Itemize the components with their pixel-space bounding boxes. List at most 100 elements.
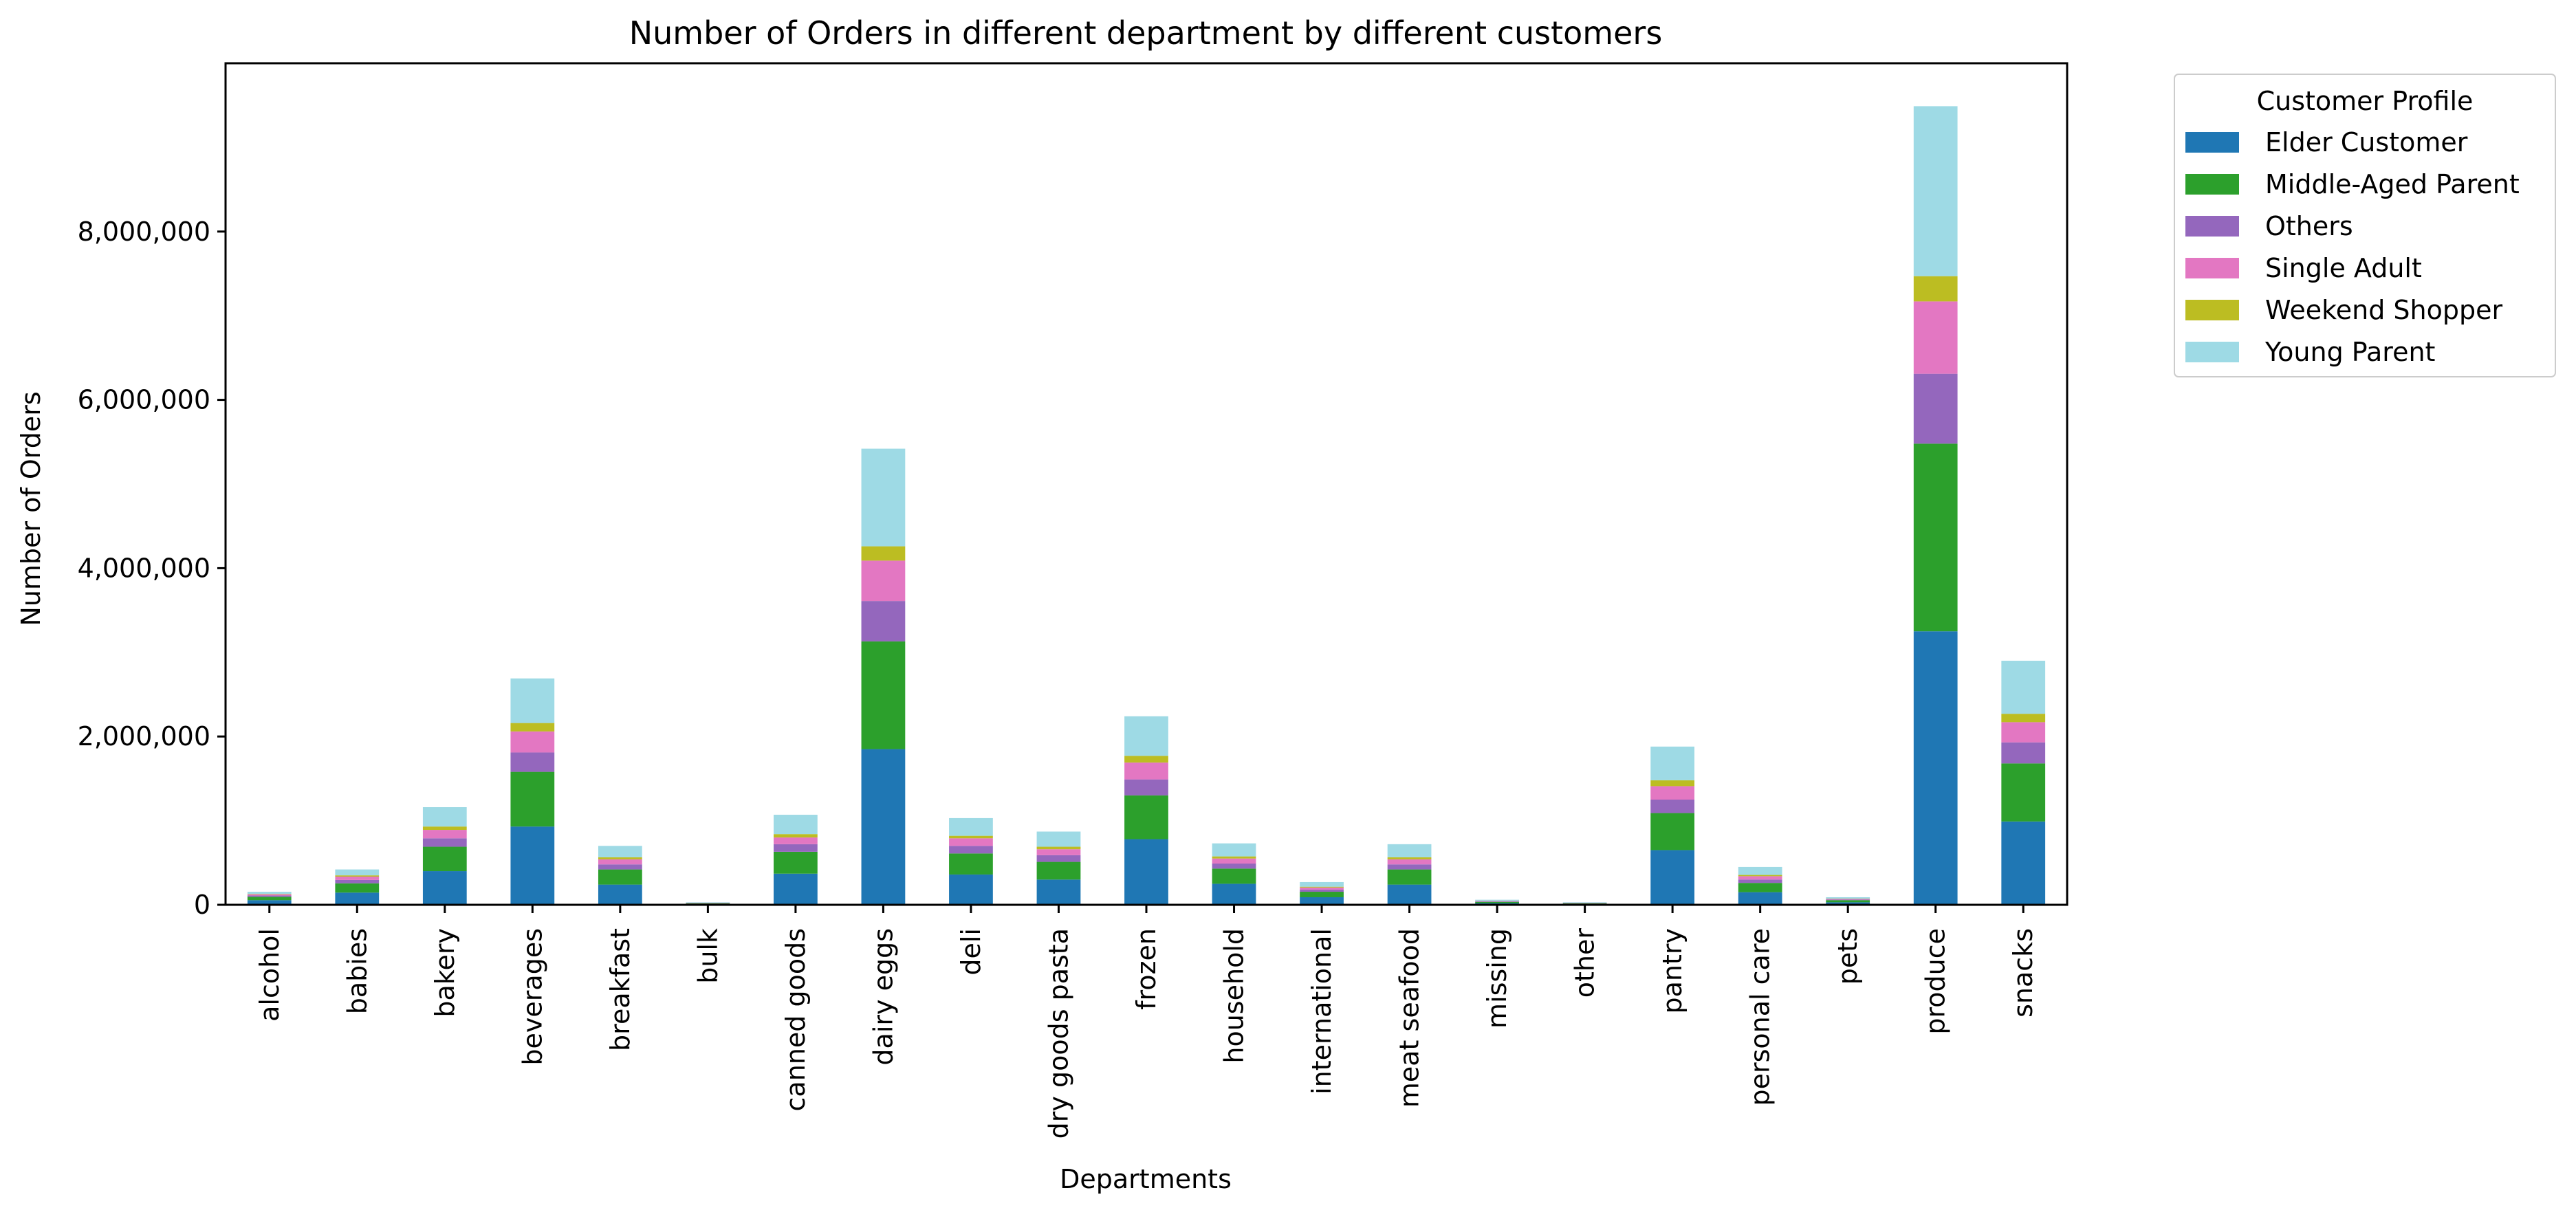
legend-item-label: Young Parent [2264,337,2435,367]
bar-segment-beverages-weekend-shopper [510,723,554,732]
legend-item-label: Single Adult [2265,253,2422,283]
bar-segment-babies-weekend-shopper [335,875,379,877]
bar-segment-pets-young-parent [1826,897,1870,899]
bar-segment-dry-goods-pasta-others [1037,855,1081,862]
bar-segment-meat-seafood-weekend-shopper [1388,857,1432,859]
bar-segment-snacks-single-adult [2001,722,2045,742]
x-tick-label: pantry [1657,928,1688,1014]
bar-segment-dry-goods-pasta-young-parent [1037,832,1081,847]
bar-segment-frozen-elder-customer [1124,839,1168,905]
bar-segment-dry-goods-pasta-single-adult [1037,849,1081,855]
y-tick-label: 4,000,000 [78,553,210,583]
bar-segment-international-elder-customer [1300,897,1344,905]
bar-segment-breakfast-middle-aged-parent [598,870,642,885]
bar-segment-produce-others [1914,374,1958,444]
chart-title: Number of Orders in different department… [629,14,1663,52]
bar-segment-dairy-eggs-others [862,601,906,641]
bar-segment-pantry-middle-aged-parent [1650,813,1694,850]
x-tick-label: produce [1921,928,1951,1035]
bar-segment-personal-care-middle-aged-parent [1738,883,1782,892]
bar-segment-pantry-single-adult [1650,786,1694,800]
y-tick-label: 6,000,000 [78,385,210,415]
bar-segment-frozen-single-adult [1124,762,1168,779]
bar-segment-canned-goods-weekend-shopper [774,834,818,837]
legend: Customer Profile Elder Customer Middle-Age… [2174,74,2555,377]
bar-segment-alcohol-others [248,896,292,897]
y-tick-label: 2,000,000 [78,721,210,751]
bar-segment-canned-goods-middle-aged-parent [774,852,818,874]
bar-segment-deli-weekend-shopper [949,836,993,839]
bar-segment-other-young-parent [1563,902,1607,903]
bar-segment-meat-seafood-young-parent [1388,844,1432,857]
bar-segment-frozen-middle-aged-parent [1124,795,1168,839]
bar-segment-international-others [1300,890,1344,892]
bar-segment-bakery-weekend-shopper [423,826,467,830]
x-tick-label: babies [342,928,372,1014]
bar-segment-personal-care-weekend-shopper [1738,875,1782,877]
bar-segment-alcohol-middle-aged-parent [248,897,292,900]
bar-segment-canned-goods-single-adult [774,837,818,844]
bar-segment-personal-care-others [1738,879,1782,883]
bar-segment-frozen-weekend-shopper [1124,756,1168,762]
bar-segment-babies-young-parent [335,870,379,876]
bar-segment-snacks-young-parent [2001,661,2045,714]
bar-segment-beverages-single-adult [510,732,554,753]
bar-segment-bakery-young-parent [423,807,467,826]
bar-segment-frozen-others [1124,780,1168,795]
bar-segment-babies-middle-aged-parent [335,883,379,892]
y-axis-label: Number of Orders [16,391,46,626]
bar-segment-breakfast-single-adult [598,859,642,864]
bar-segment-alcohol-single-adult [248,894,292,896]
bar-segment-snacks-elder-customer [2001,822,2045,905]
x-tick-label: meat seafood [1395,928,1425,1108]
bar-segment-snacks-others [2001,743,2045,764]
bar-segment-meat-seafood-elder-customer [1388,885,1432,905]
bar-segment-snacks-middle-aged-parent [2001,763,2045,821]
bar-segment-international-middle-aged-parent [1300,892,1344,897]
legend-swatch [2185,342,2239,362]
bar-segment-babies-elder-customer [335,892,379,905]
bar-segment-personal-care-young-parent [1738,867,1782,875]
legend-item-label: Others [2265,211,2353,241]
x-tick-label: international [1307,928,1337,1095]
bar-segment-dry-goods-pasta-elder-customer [1037,879,1081,905]
bar-segment-alcohol-young-parent [248,892,292,894]
bar-segment-meat-seafood-middle-aged-parent [1388,870,1432,885]
x-tick-label: snacks [2008,928,2038,1018]
x-tick-label: dry goods pasta [1044,928,1074,1139]
bar-segment-pantry-weekend-shopper [1650,780,1694,787]
bar-segment-deli-single-adult [949,838,993,846]
x-tick-label: dairy eggs [868,928,898,1066]
bar-segment-breakfast-elder-customer [598,885,642,905]
bar-segment-dairy-eggs-middle-aged-parent [862,641,906,749]
x-tick-label: deli [956,928,986,976]
y-tick-label: 8,000,000 [78,217,210,247]
bar-segment-beverages-middle-aged-parent [510,772,554,827]
bar-segment-breakfast-weekend-shopper [598,857,642,859]
legend-swatch [2185,300,2239,320]
bar-segment-babies-single-adult [335,877,379,880]
x-tick-label: missing [1482,928,1512,1029]
x-tick-label: pets [1833,928,1863,985]
bar-segment-pantry-elder-customer [1650,850,1694,905]
bar-segment-pets-middle-aged-parent [1826,900,1870,902]
bar-segment-bakery-elder-customer [423,871,467,905]
bar-segment-beverages-elder-customer [510,826,554,905]
bar-segment-household-single-adult [1212,859,1256,864]
bar-segment-bakery-single-adult [423,830,467,838]
x-tick-label: personal care [1745,928,1776,1106]
legend-item-label: Middle-Aged Parent [2265,169,2520,199]
legend-title: Customer Profile [2257,86,2474,116]
x-tick-label: other [1570,928,1600,998]
bar-segment-produce-elder-customer [1914,631,1958,905]
legend-item-label: Elder Customer [2265,127,2468,157]
bar-segment-deli-others [949,846,993,853]
x-axis-label: Departments [1060,1164,1232,1194]
bar-segment-dairy-eggs-young-parent [862,449,906,547]
bar-segment-international-single-adult [1300,888,1344,890]
x-tick-label: household [1219,928,1249,1064]
bar-segment-beverages-others [510,752,554,771]
bar-segment-missing-young-parent [1475,900,1519,901]
